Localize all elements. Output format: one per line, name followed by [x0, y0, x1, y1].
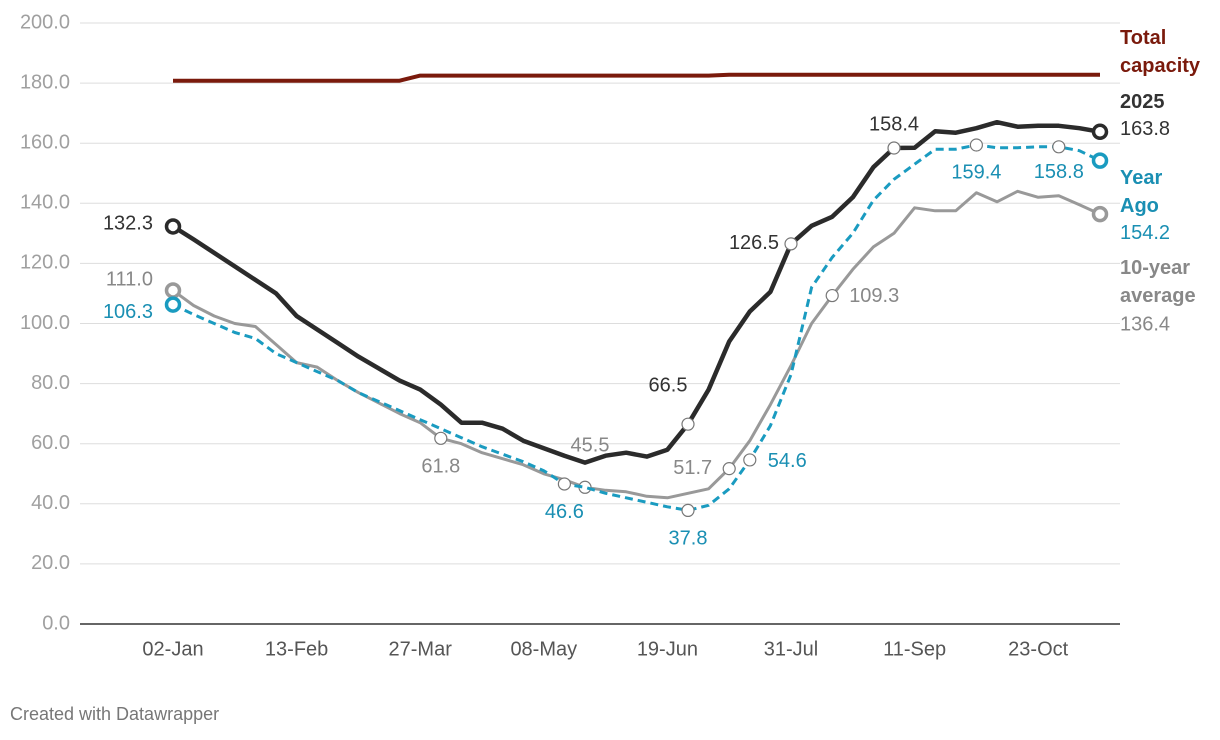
- x-tick-label: 23-Oct: [1008, 638, 1068, 660]
- point-marker: [681, 503, 695, 518]
- y-tick-label: 160.0: [20, 131, 70, 153]
- point-marker: [1091, 152, 1109, 169]
- y-tick-label: 200.0: [20, 11, 70, 33]
- series-label: 10-year average: [1120, 257, 1196, 307]
- y-tick-label: 120.0: [20, 252, 70, 274]
- x-tick-label: 19-Jun: [637, 638, 698, 660]
- value-label: 37.8: [669, 528, 708, 550]
- y-tick-label: 140.0: [20, 192, 70, 214]
- value-label: 111.0: [106, 269, 153, 291]
- value-label: 136.4: [1120, 313, 1170, 335]
- point-marker: [825, 288, 839, 303]
- value-label: 159.4: [951, 161, 1001, 183]
- value-label: 163.8: [1120, 118, 1170, 140]
- x-tick-label: 02-Jan: [142, 638, 203, 660]
- point-marker: [743, 453, 757, 467]
- value-label: 106.3: [103, 301, 153, 323]
- y-tick-label: 180.0: [20, 71, 70, 93]
- value-label: 109.3: [849, 285, 899, 307]
- point-marker: [557, 477, 572, 491]
- y-tick-label: 60.0: [31, 432, 70, 454]
- point-marker: [969, 138, 984, 152]
- point-marker: [681, 417, 695, 431]
- footer: Created with Datawrapper: [10, 704, 220, 724]
- value-label: 61.8: [421, 456, 460, 478]
- x-tick-label: 08-May: [510, 638, 577, 660]
- point-marker: [784, 237, 798, 251]
- y-tick-label: 100.0: [20, 312, 70, 334]
- point-marker: [722, 462, 736, 476]
- y-tick-label: 20.0: [31, 552, 70, 574]
- value-label: 66.5: [649, 374, 688, 396]
- series-label: 2025: [1120, 91, 1165, 113]
- x-tick-label: 13-Feb: [265, 638, 328, 660]
- value-label: 54.6: [768, 450, 807, 472]
- point-marker: [164, 282, 182, 299]
- series-label: Total capacity: [1120, 27, 1201, 77]
- y-tick-label: 80.0: [31, 372, 70, 394]
- point-marker: [887, 141, 901, 155]
- value-label: 126.5: [729, 232, 779, 254]
- value-label: 158.8: [1034, 161, 1084, 183]
- series-line: [171, 119, 1101, 465]
- x-tick-label: 27-Mar: [389, 638, 453, 660]
- series-label: Year Ago: [1120, 167, 1163, 217]
- y-tick-label: 0.0: [42, 612, 70, 634]
- point-marker: [164, 218, 182, 235]
- y-tick-label: 40.0: [31, 492, 70, 514]
- value-label: 51.7: [673, 457, 712, 479]
- series-line: [173, 72, 1100, 83]
- value-label: 45.5: [571, 435, 610, 457]
- value-label: 158.4: [869, 113, 919, 135]
- x-tick-label: 31-Jul: [764, 638, 818, 660]
- point-marker: [1091, 205, 1109, 223]
- value-label: 154.2: [1120, 222, 1170, 244]
- point-marker: [1091, 123, 1109, 141]
- value-label: 132.3: [103, 213, 153, 235]
- series-line: [172, 189, 1101, 500]
- point-marker: [164, 296, 182, 313]
- x-tick-label: 11-Sep: [883, 638, 946, 660]
- value-label: 46.6: [545, 501, 584, 523]
- series-line: [172, 143, 1101, 512]
- point-marker: [434, 431, 448, 445]
- point-marker: [1052, 140, 1066, 154]
